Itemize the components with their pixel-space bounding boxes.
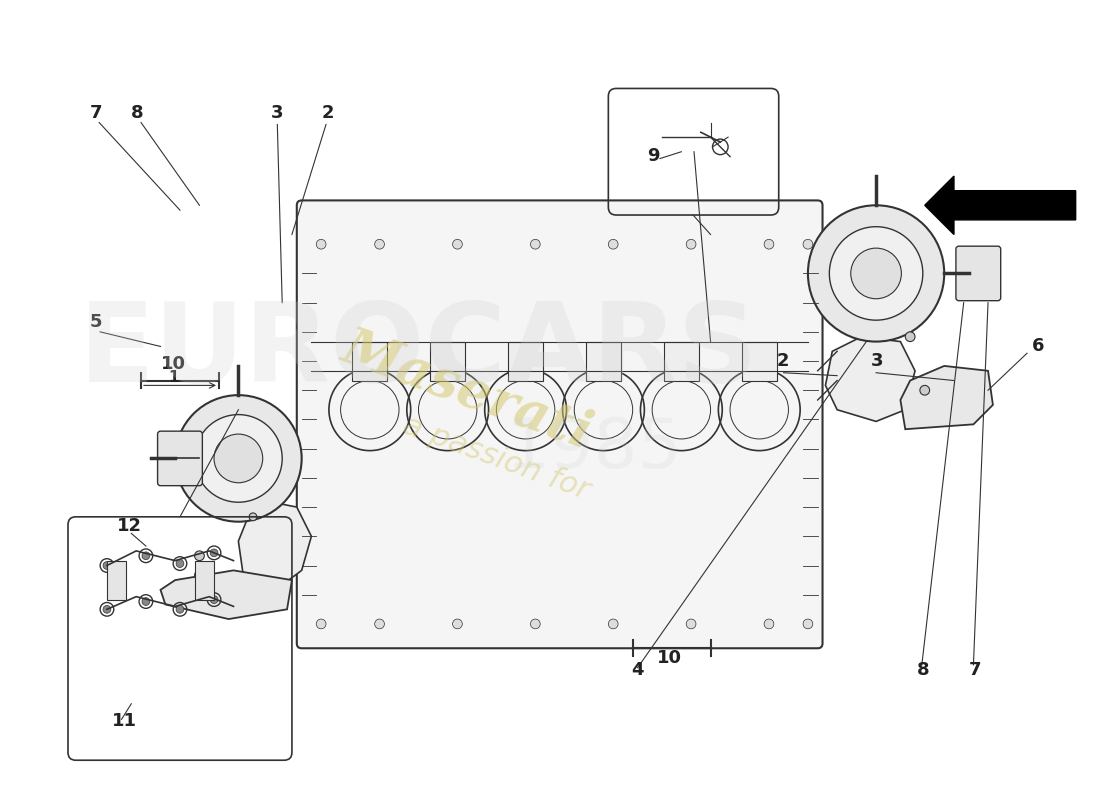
Circle shape (608, 239, 618, 249)
Circle shape (608, 619, 618, 629)
Circle shape (103, 562, 111, 570)
Circle shape (249, 513, 257, 521)
Bar (741, 342, 777, 381)
Text: 3: 3 (271, 104, 283, 122)
Circle shape (142, 552, 150, 560)
Text: 4: 4 (630, 661, 644, 678)
Text: 8: 8 (131, 104, 144, 122)
Bar (663, 342, 698, 381)
Text: 10: 10 (161, 355, 186, 373)
Circle shape (176, 606, 184, 614)
Text: 8: 8 (917, 661, 930, 678)
Circle shape (103, 606, 111, 614)
Circle shape (176, 560, 184, 567)
Text: 11: 11 (112, 712, 136, 730)
Circle shape (195, 570, 205, 580)
Circle shape (375, 619, 384, 629)
FancyBboxPatch shape (157, 431, 202, 486)
Circle shape (803, 619, 813, 629)
Circle shape (452, 619, 462, 629)
FancyBboxPatch shape (956, 246, 1001, 301)
Polygon shape (901, 366, 993, 430)
Circle shape (807, 206, 944, 342)
Bar (508, 342, 543, 381)
Circle shape (452, 239, 462, 249)
Circle shape (905, 332, 915, 342)
Circle shape (210, 549, 218, 557)
Circle shape (803, 239, 813, 249)
Bar (107, 561, 126, 599)
Circle shape (175, 395, 301, 522)
Text: 3: 3 (871, 352, 883, 370)
Polygon shape (161, 570, 292, 619)
Text: 1: 1 (168, 370, 178, 386)
Bar (430, 342, 465, 381)
Circle shape (317, 619, 326, 629)
Bar (195, 561, 214, 599)
Polygon shape (825, 337, 915, 422)
Polygon shape (925, 176, 1076, 234)
Bar (352, 342, 387, 381)
Text: a passion for: a passion for (399, 411, 594, 506)
Circle shape (920, 386, 929, 395)
Circle shape (375, 239, 384, 249)
Circle shape (214, 434, 263, 482)
Circle shape (829, 226, 923, 320)
Text: 2: 2 (777, 352, 790, 370)
Circle shape (317, 239, 326, 249)
Circle shape (142, 598, 150, 606)
Text: 7: 7 (969, 661, 981, 678)
Polygon shape (239, 502, 311, 585)
Circle shape (764, 239, 774, 249)
Circle shape (195, 551, 205, 561)
Circle shape (195, 414, 283, 502)
FancyBboxPatch shape (297, 201, 823, 648)
Text: 7: 7 (89, 104, 102, 122)
Text: 12: 12 (117, 518, 142, 535)
Bar (586, 342, 622, 381)
Circle shape (210, 596, 218, 603)
Circle shape (686, 619, 696, 629)
Text: 2: 2 (321, 104, 333, 122)
Circle shape (530, 239, 540, 249)
Text: EUROCARS: EUROCARS (79, 298, 758, 405)
Text: 1985: 1985 (505, 415, 682, 482)
Text: 6: 6 (1032, 338, 1044, 355)
Circle shape (850, 248, 901, 298)
Text: 9: 9 (647, 147, 660, 166)
Circle shape (764, 619, 774, 629)
Circle shape (530, 619, 540, 629)
Text: Maserati: Maserati (336, 322, 600, 459)
Text: 10: 10 (657, 649, 682, 667)
Text: 5: 5 (89, 313, 102, 331)
Circle shape (686, 239, 696, 249)
